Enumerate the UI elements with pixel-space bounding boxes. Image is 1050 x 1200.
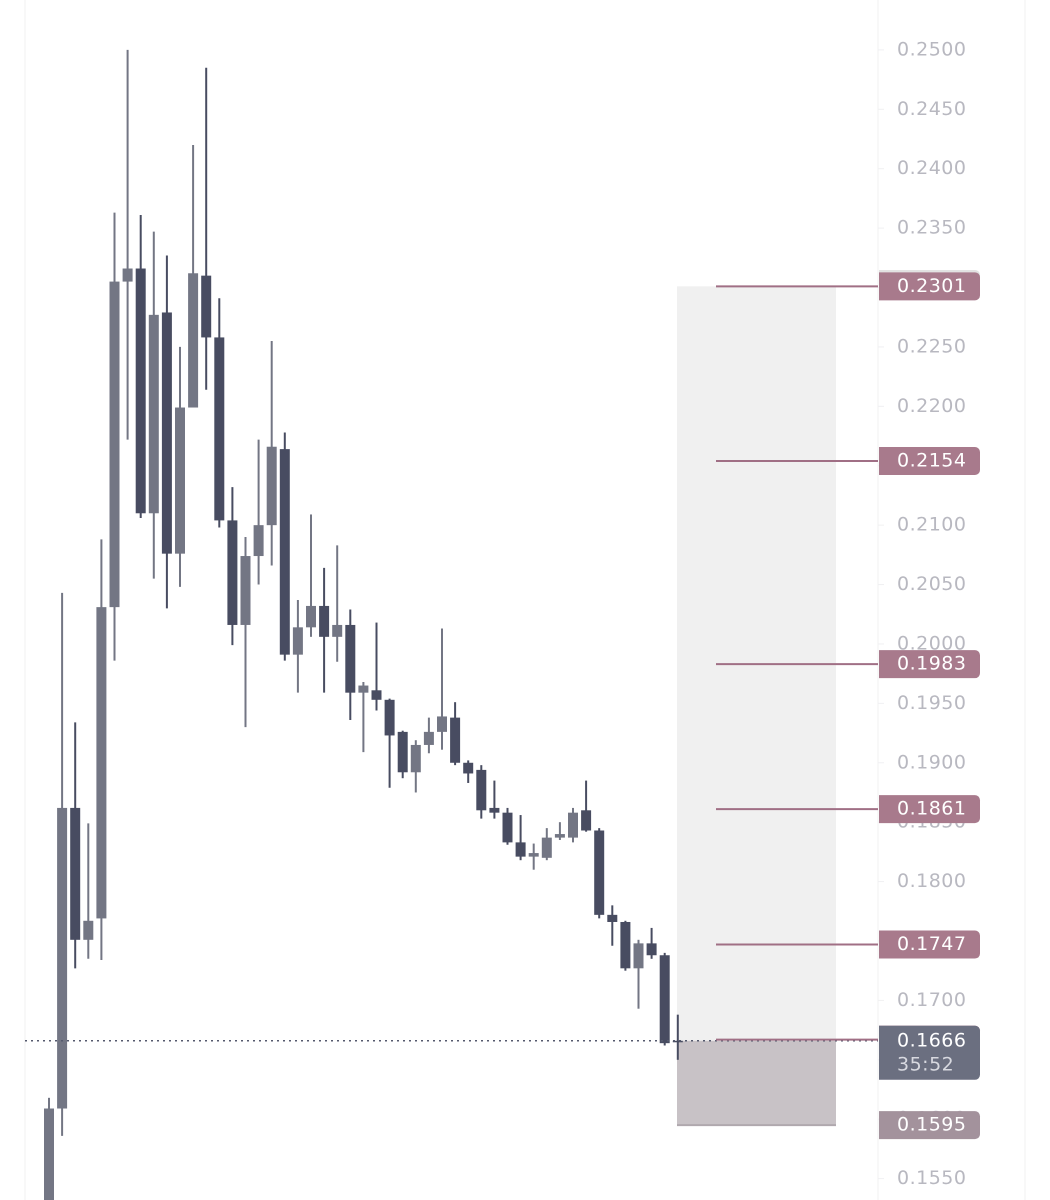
- y-tick-label: 0.1700: [897, 989, 966, 1011]
- candle-body: [633, 943, 644, 969]
- candle-body: [581, 810, 592, 831]
- candle-body: [319, 605, 330, 637]
- y-tick-label: 0.2200: [897, 395, 966, 417]
- candle-body: [397, 731, 408, 773]
- level-label-box: [879, 446, 980, 475]
- last-price-box: [879, 1025, 980, 1080]
- level-label: 0.1861: [897, 798, 966, 820]
- candle-body: [188, 273, 199, 408]
- y-tick-label: 0.2350: [897, 217, 966, 239]
- candle-body: [672, 1040, 683, 1043]
- candle-body: [253, 525, 264, 557]
- candle-body: [371, 690, 382, 700]
- candle-body: [659, 955, 670, 1044]
- candle-body: [292, 627, 303, 655]
- level-label-box: [879, 650, 980, 679]
- candle-body: [423, 731, 434, 745]
- candle-body: [541, 837, 552, 858]
- candle-body: [148, 314, 159, 514]
- candle-body: [109, 281, 120, 608]
- candle-body: [620, 921, 631, 969]
- candle-body: [476, 769, 487, 811]
- level-label: 0.2301: [897, 275, 966, 297]
- level-label: 0.1983: [897, 653, 966, 675]
- candle-body: [70, 807, 81, 940]
- candle-body: [554, 834, 565, 838]
- candle-body: [528, 853, 539, 857]
- level-label-box: [879, 272, 980, 301]
- candle-body: [227, 520, 238, 625]
- candle-body: [463, 762, 474, 774]
- level-label-box: [879, 930, 980, 959]
- y-tick-label: 0.2050: [897, 573, 966, 595]
- candle-body: [410, 744, 421, 773]
- y-tick-label: 0.2000: [897, 632, 966, 654]
- stop-zone: [677, 1040, 836, 1126]
- candle-body: [594, 830, 605, 915]
- candle-body: [332, 624, 343, 637]
- y-tick-label: 0.1800: [897, 870, 966, 892]
- candle-body: [384, 699, 395, 736]
- candle-body: [489, 807, 500, 813]
- candle-body: [502, 812, 513, 843]
- candle-body: [345, 624, 356, 693]
- level-label: 0.2154: [897, 449, 966, 471]
- candle-body: [96, 607, 107, 919]
- candle-body: [175, 407, 185, 554]
- candle-body: [358, 685, 369, 693]
- candle-body: [44, 1108, 54, 1200]
- candle-body: [122, 268, 133, 282]
- candle-body: [266, 446, 277, 526]
- candle-body: [161, 312, 172, 554]
- y-tick-label: 0.1950: [897, 692, 966, 714]
- y-tick-label: 0.2450: [897, 98, 966, 120]
- y-tick-label: 0.1550: [897, 1167, 966, 1189]
- candle-body: [57, 807, 68, 1109]
- candle-body: [306, 605, 316, 628]
- candle-body: [437, 716, 447, 732]
- candle-body: [135, 268, 146, 514]
- y-tick-label: 0.2500: [897, 38, 966, 60]
- last-price-label: 0.1666: [897, 1029, 966, 1051]
- stop-price-label: 0.1595: [897, 1114, 966, 1136]
- y-tick-label: 0.2100: [897, 514, 966, 536]
- candle-body: [607, 914, 618, 922]
- candle-body: [646, 943, 657, 956]
- level-label: 0.1747: [897, 933, 966, 955]
- countdown: 35:52: [897, 1053, 954, 1075]
- candle-body: [201, 275, 212, 338]
- candle-body: [279, 449, 290, 655]
- candle-body: [83, 920, 94, 940]
- y-tick-label: 0.2400: [897, 157, 966, 179]
- y-tick-label: 0.1900: [897, 751, 966, 773]
- y-tick-label: 0.2250: [897, 335, 966, 357]
- candle-body: [568, 812, 578, 838]
- candle-body: [214, 337, 225, 521]
- stop-price-label-box: [879, 1111, 980, 1140]
- level-label-box: [879, 795, 980, 824]
- candle-body: [515, 842, 526, 857]
- candle-body: [240, 556, 251, 625]
- candle-body: [450, 717, 461, 763]
